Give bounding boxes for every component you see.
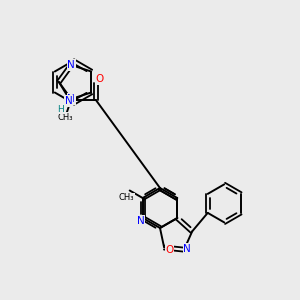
Text: N: N	[137, 216, 145, 226]
Text: O: O	[96, 74, 104, 84]
Text: N: N	[65, 96, 73, 106]
Text: CH₃: CH₃	[119, 193, 134, 202]
Text: CH₃: CH₃	[58, 112, 73, 122]
Text: H: H	[58, 104, 64, 113]
Text: N: N	[183, 244, 191, 254]
Text: O: O	[165, 244, 173, 255]
Text: N: N	[67, 94, 75, 104]
Text: N: N	[67, 60, 75, 70]
